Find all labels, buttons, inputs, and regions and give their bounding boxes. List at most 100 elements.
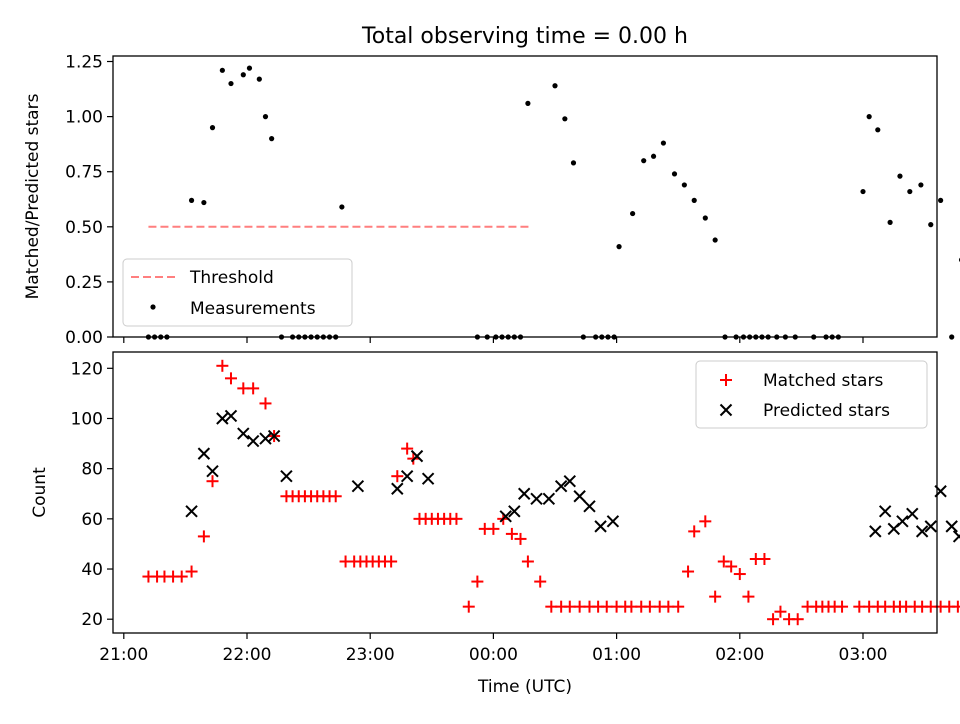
- predicted-star-point: [508, 505, 521, 518]
- x-tick-label: 23:00: [346, 645, 395, 665]
- y-tick-label: 40: [81, 560, 103, 580]
- measurement-point: [641, 158, 647, 164]
- predicted-star-b: [410, 449, 424, 463]
- predicted-star-b: [351, 480, 365, 493]
- measurement-point: [712, 237, 718, 243]
- predicted-star-b: [906, 507, 919, 521]
- predicted-star-point: [915, 525, 929, 538]
- predicted-star-b: [945, 520, 958, 533]
- legend-threshold-label: Threshold: [189, 268, 274, 288]
- chart-title: Total observing time = 0.00 h: [361, 24, 688, 49]
- predicted-star-b: [216, 412, 229, 425]
- predicted-star-point: [563, 475, 576, 488]
- measurement-point: [671, 171, 678, 177]
- predicted-star-b: [869, 525, 882, 538]
- measurement-point: [875, 127, 881, 133]
- predicted-star-point: [542, 492, 556, 505]
- legend-box: [695, 360, 928, 429]
- y-tick-label: 1.25: [65, 53, 103, 73]
- predicted-star-b: [224, 409, 238, 423]
- x-tick-label: 00:00: [469, 645, 518, 665]
- predicted-star-point: [197, 447, 211, 460]
- measurement-point: [887, 219, 893, 225]
- x-tick-label: 02:00: [715, 645, 764, 665]
- predicted-star-point: [906, 507, 919, 521]
- matched-star-point: [385, 555, 398, 568]
- predicted-star-b: [530, 492, 543, 505]
- matched-star-point: [725, 560, 738, 573]
- predicted-star-point: [499, 510, 512, 523]
- measurement-point: [246, 65, 253, 71]
- predicted-star-b: [206, 464, 219, 478]
- measurement-point: [525, 100, 531, 106]
- legend-box: [122, 258, 353, 327]
- plot-frame: [112, 351, 938, 634]
- predicted-star-point: [280, 469, 293, 483]
- x-tick-label: 21:00: [99, 645, 148, 665]
- matched-star-point: [733, 568, 746, 581]
- y-tick-label: 0.00: [65, 328, 103, 348]
- matched-star-point: [682, 565, 695, 578]
- measurement-point: [907, 188, 913, 195]
- x-tick-label: 22:00: [223, 645, 272, 665]
- measurement-point: [918, 182, 924, 188]
- predicted-star-point: [606, 515, 620, 528]
- measurement-point: [860, 188, 866, 195]
- measurement-point: [228, 80, 234, 87]
- legend-bottom: Matched stars Predicted stars: [695, 360, 928, 429]
- predicted-star-point: [869, 525, 882, 538]
- matched-star-point: [450, 512, 463, 525]
- predicted-star-b: [896, 515, 909, 528]
- matched-star-point: [521, 555, 534, 568]
- matched-star-point: [767, 613, 780, 626]
- legend-measurement-label: Measurements: [190, 299, 316, 319]
- measurement-point: [866, 114, 872, 120]
- matched-star-point: [742, 590, 755, 603]
- matched-star-point: [534, 575, 547, 588]
- predicted-star-b: [259, 432, 272, 445]
- predicted-star-point: [594, 520, 607, 533]
- predicted-star-b: [878, 505, 892, 518]
- predicted-star-b: [583, 500, 596, 513]
- measurement-point: [256, 76, 262, 82]
- predicted-star-point: [924, 520, 937, 533]
- predicted-star-b: [924, 520, 937, 533]
- measurement-point: [691, 197, 697, 203]
- y-tick-label: 1.00: [65, 108, 103, 128]
- measurement-point: [616, 244, 622, 250]
- predicted-star-point: [952, 530, 960, 543]
- measurement-point: [949, 334, 955, 340]
- matched-star-point: [206, 475, 219, 488]
- measurement-point: [938, 197, 944, 203]
- plot-frame: [112, 55, 938, 338]
- y-axis-label: Matched/Predicted stars: [23, 93, 43, 299]
- predicted-star-b: [563, 475, 576, 488]
- legend-matched-label: Matched stars: [763, 371, 883, 391]
- predicted-star-b: [952, 534, 960, 543]
- matched-star-point: [791, 613, 804, 626]
- predicted-star-b: [594, 520, 607, 533]
- matched-star-point: [175, 570, 188, 583]
- y-axis-label: Count: [30, 467, 50, 518]
- top-plot: 0.00 0.25 0.50 0.75 1.00 1.25 Matched/Predicte…: [23, 53, 960, 348]
- y-tick-label: 0.25: [65, 273, 103, 293]
- measurement-point: [201, 199, 207, 206]
- matched-star-point: [505, 527, 518, 540]
- predicted-star-b: [197, 447, 211, 460]
- predicted-star-point: [410, 449, 424, 463]
- matched-star-point: [487, 522, 500, 535]
- predicted-star-b: [185, 505, 198, 518]
- measurement-point: [262, 114, 269, 120]
- matched-star-point: [329, 490, 342, 503]
- measurement-point: [630, 210, 636, 217]
- predicted-star-point: [246, 434, 260, 448]
- predicted-star-b: [606, 515, 620, 528]
- y-tick-label: 80: [81, 460, 103, 480]
- matched-star-point: [401, 442, 414, 455]
- predicted-star-point: [391, 482, 404, 495]
- predicted-star-point: [530, 492, 543, 505]
- matched-star-point: [197, 530, 210, 543]
- y-tick-label: 120: [71, 359, 103, 379]
- measurement-point: [240, 72, 246, 78]
- measurement-point: [702, 215, 708, 221]
